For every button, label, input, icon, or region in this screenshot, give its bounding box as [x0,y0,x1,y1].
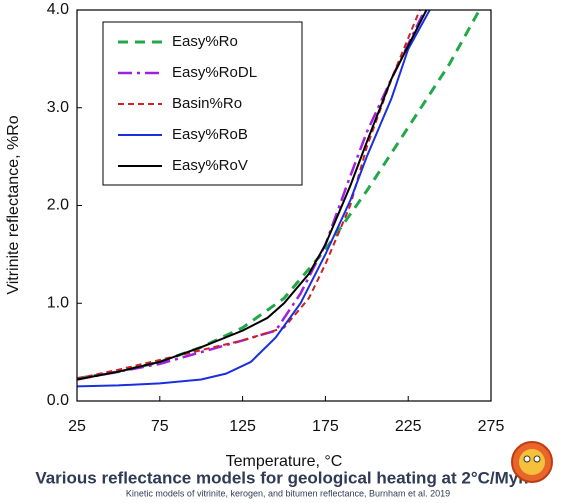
sun-icon [511,441,553,483]
y-tick-label: 2.0 [47,197,69,214]
series-line [77,10,421,380]
x-tick-label: 125 [229,418,256,435]
x-tick-label: 175 [312,418,339,435]
series-line [77,10,428,381]
legend-label: Easy%RoDL [172,64,257,81]
series-line [77,10,431,388]
legend-label: Easy%Ro [172,33,238,50]
x-tick-label: 275 [478,418,505,435]
x-tick-label: 225 [395,418,422,435]
series-line [77,10,426,381]
y-tick-label: 1.0 [47,294,69,311]
y-tick-label: 3.0 [47,99,69,116]
series-layer [77,10,481,388]
x-axis-label: Temperature, °C [226,453,343,470]
y-axis-label: Vitrinite reflectance, %Ro [5,115,22,294]
y-tick-label: 0.0 [47,392,69,409]
y-tick-label: 4.0 [47,1,69,18]
caption: Various reflectance models for geologica… [35,468,528,487]
source: Kinetic models of vitrinite, kerogen, an… [126,488,450,498]
legend-box [102,21,303,186]
legend-label: Easy%RoB [172,126,248,143]
x-tick-label: 75 [151,418,169,435]
legend-label: Basin%Ro [172,95,242,112]
x-tick-label: 25 [68,418,86,435]
legend-label: Easy%RoV [172,157,248,174]
